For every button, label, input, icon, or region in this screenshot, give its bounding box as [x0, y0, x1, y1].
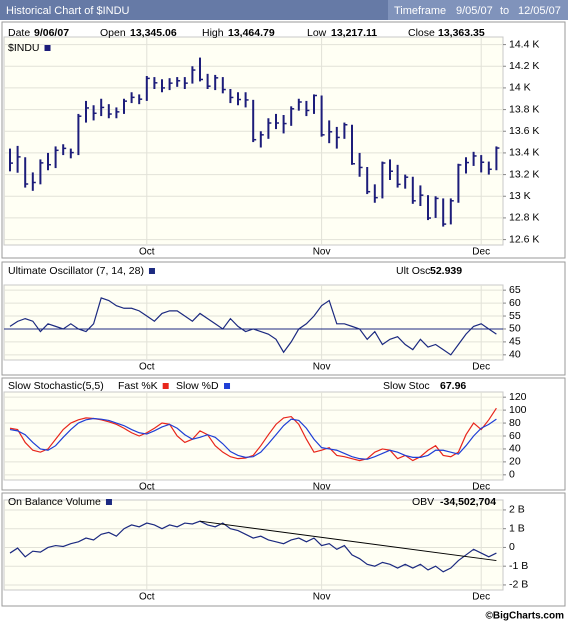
x-tick-label: Nov — [313, 362, 331, 373]
y-tick-label: 55 — [509, 310, 521, 322]
series-line — [9, 407, 497, 462]
legend-swatch — [224, 383, 231, 389]
reading-label: Slow Stoc — [383, 380, 430, 392]
quote-label: Low — [307, 27, 327, 39]
legend-swatch — [44, 45, 51, 51]
legend-swatch — [162, 383, 169, 389]
y-tick-label: 14.2 K — [509, 60, 539, 72]
x-tick-label: Dec — [472, 362, 490, 373]
quote-value: 13,345.06 — [130, 27, 177, 39]
y-tick-label: 0 — [509, 469, 515, 481]
quote-value: 13,464.79 — [228, 27, 275, 39]
quote-label: Open — [100, 27, 126, 39]
y-tick-label: 13.4 K — [509, 147, 539, 159]
series-line — [9, 297, 497, 356]
legend-swatch — [105, 499, 112, 505]
y-tick-label: 60 — [509, 430, 521, 442]
y-tick-label: 40 — [509, 443, 521, 455]
panels: 12.6 K 12.8 K 13 K 13.2 K 13.4 K 13.6 K 13.8 K… — [1, 21, 566, 607]
x-tick-label: Dec — [472, 247, 490, 258]
y-tick-label: 2 B — [509, 504, 525, 516]
y-tick-label: 45 — [509, 336, 521, 348]
quote-value: 13,363.35 — [438, 27, 485, 39]
quote-label: Close — [408, 27, 435, 39]
header-title: Historical Chart of $INDU — [6, 5, 130, 17]
timeframe-to: to — [500, 5, 509, 17]
quote-value: 9/06/07 — [34, 27, 69, 39]
y-tick-label: -2 B — [509, 579, 528, 591]
reading-value: -34,502,704 — [440, 496, 496, 508]
legend-label: $INDU — [8, 42, 40, 54]
y-tick-label: 13.6 K — [509, 125, 539, 137]
y-tick-label: 60 — [509, 297, 521, 309]
footer: ©BigCharts.com — [486, 611, 565, 622]
y-tick-label: 120 — [509, 391, 527, 403]
timeframe-bar — [388, 0, 568, 20]
y-tick-label: 14 K — [509, 82, 531, 94]
x-tick-label: Dec — [472, 482, 490, 493]
y-tick-label: 1 B — [509, 522, 525, 534]
panel-title: On Balance Volume — [8, 496, 101, 508]
x-tick-label: Nov — [313, 482, 331, 493]
reading-label: Ult Osc — [396, 265, 430, 277]
labels: Date 9/06/07 Open 13,345.06 High 13,464.… — [8, 27, 564, 622]
plot-area — [3, 499, 504, 591]
timeframe-label: Timeframe — [394, 5, 446, 17]
reading-value: 67.96 — [440, 380, 466, 392]
legend-label: Fast %K — [118, 380, 158, 392]
x-tick-label: Dec — [472, 592, 490, 603]
y-tick-label: 12.6 K — [509, 233, 539, 245]
quote-label: High — [202, 27, 224, 39]
quote-value: 13,217.11 — [331, 27, 377, 39]
trend-line — [199, 520, 497, 562]
legend-swatch — [148, 268, 155, 274]
panel-title: Slow Stochastic(5,5) — [8, 380, 104, 392]
quote-label: Date — [8, 27, 30, 39]
x-tick-label: Nov — [313, 247, 331, 258]
reading-label: OBV — [412, 496, 434, 508]
y-tick-label: 13.2 K — [509, 168, 539, 180]
y-tick-label: 80 — [509, 417, 521, 429]
y-tick-label: 50 — [509, 323, 521, 335]
y-tick-label: 40 — [509, 349, 521, 361]
y-tick-label: 12.8 K — [509, 212, 539, 224]
y-tick-label: 65 — [509, 284, 521, 296]
panel-title: Ultimate Oscillator (7, 14, 28) — [8, 265, 144, 277]
reading-value: 52.939 — [430, 265, 462, 277]
plot-area — [3, 284, 504, 361]
x-tick-label: Oct — [139, 362, 155, 373]
x-tick-label: Oct — [139, 482, 155, 493]
x-tick-label: Nov — [313, 592, 331, 603]
timeframe-end: 12/05/07 — [518, 5, 561, 17]
y-tick-label: 13 K — [509, 190, 531, 202]
y-tick-label: 13.8 K — [509, 103, 539, 115]
x-tick-label: Oct — [139, 592, 155, 603]
y-tick-label: 14.4 K — [509, 38, 539, 50]
y-tick-label: 0 — [509, 541, 515, 553]
y-tick-label: 100 — [509, 404, 527, 416]
legend-label: Slow %D — [176, 380, 219, 392]
x-tick-label: Oct — [139, 247, 155, 258]
timeframe-start: 9/05/07 — [456, 5, 493, 17]
series-line — [9, 520, 497, 573]
y-tick-label: 20 — [509, 456, 521, 468]
series-line — [9, 417, 497, 460]
y-tick-label: -1 B — [509, 560, 528, 572]
